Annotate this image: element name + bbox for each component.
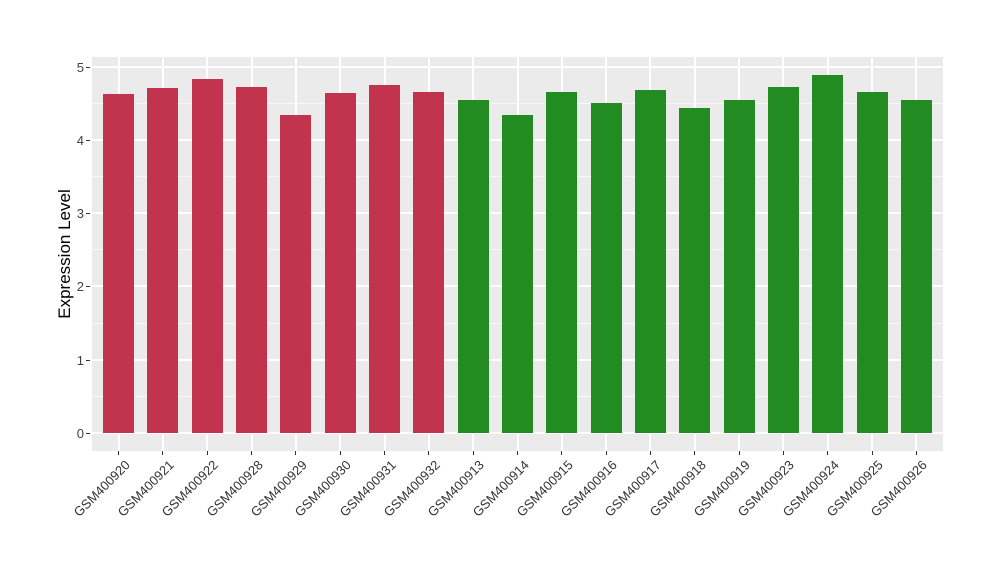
bar-GSM400925 [856, 92, 888, 433]
bar-GSM400918 [679, 108, 711, 433]
y-axis-tick-label: 5 [76, 59, 84, 75]
bar-GSM400932 [413, 92, 445, 433]
x-axis-tick [206, 451, 208, 455]
x-axis-tick [915, 451, 917, 455]
bar-GSM400923 [767, 87, 799, 433]
y-axis-tick-label: 3 [76, 206, 84, 222]
x-axis-tick [472, 451, 474, 455]
x-axis-tick [871, 451, 873, 455]
x-axis-tick [517, 451, 518, 455]
y-axis-tick-label: 0 [76, 426, 84, 441]
x-axis-tick [118, 451, 120, 455]
bar-GSM400929 [280, 114, 312, 433]
y-axis-tick-label: 1 [76, 352, 84, 368]
bar-GSM400913 [457, 100, 489, 433]
bar-GSM400920 [103, 94, 135, 433]
x-axis-tick [339, 451, 341, 455]
bar-GSM400931 [369, 84, 401, 433]
bar-GSM400921 [147, 87, 179, 433]
x-axis-tick [649, 451, 651, 455]
x-axis-tick [827, 451, 829, 455]
x-axis-tick [561, 451, 563, 455]
x-axis-tick [251, 451, 253, 455]
y-axis-tick-label: 4 [76, 132, 84, 148]
x-axis-tick [782, 451, 784, 455]
plot-panel [92, 57, 943, 451]
x-axis-tick [162, 451, 164, 455]
y-axis-tick [86, 139, 90, 141]
bar-GSM400917 [634, 89, 666, 433]
y-axis-tick [86, 433, 90, 434]
y-axis-tick [86, 359, 90, 361]
x-axis-tick [694, 451, 696, 455]
bar-GSM400914 [502, 114, 533, 433]
x-axis-tick [428, 451, 430, 455]
bar-GSM400916 [590, 103, 622, 433]
y-axis-tick [86, 66, 90, 68]
bar-GSM400926 [900, 100, 932, 433]
bar-GSM400915 [546, 92, 578, 433]
y-axis-tick [86, 286, 90, 288]
bar-GSM400922 [191, 78, 223, 433]
y-axis-tick-label: 2 [76, 279, 84, 295]
x-axis-tick [384, 451, 386, 455]
bar-GSM400930 [324, 92, 356, 433]
bar-GSM400924 [812, 74, 844, 433]
bar-GSM400919 [723, 100, 755, 433]
y-axis-tick [86, 213, 90, 215]
bar-GSM400928 [236, 87, 268, 433]
x-axis-tick [605, 451, 607, 455]
x-axis-tick [295, 451, 297, 455]
x-axis-tick [738, 451, 740, 455]
